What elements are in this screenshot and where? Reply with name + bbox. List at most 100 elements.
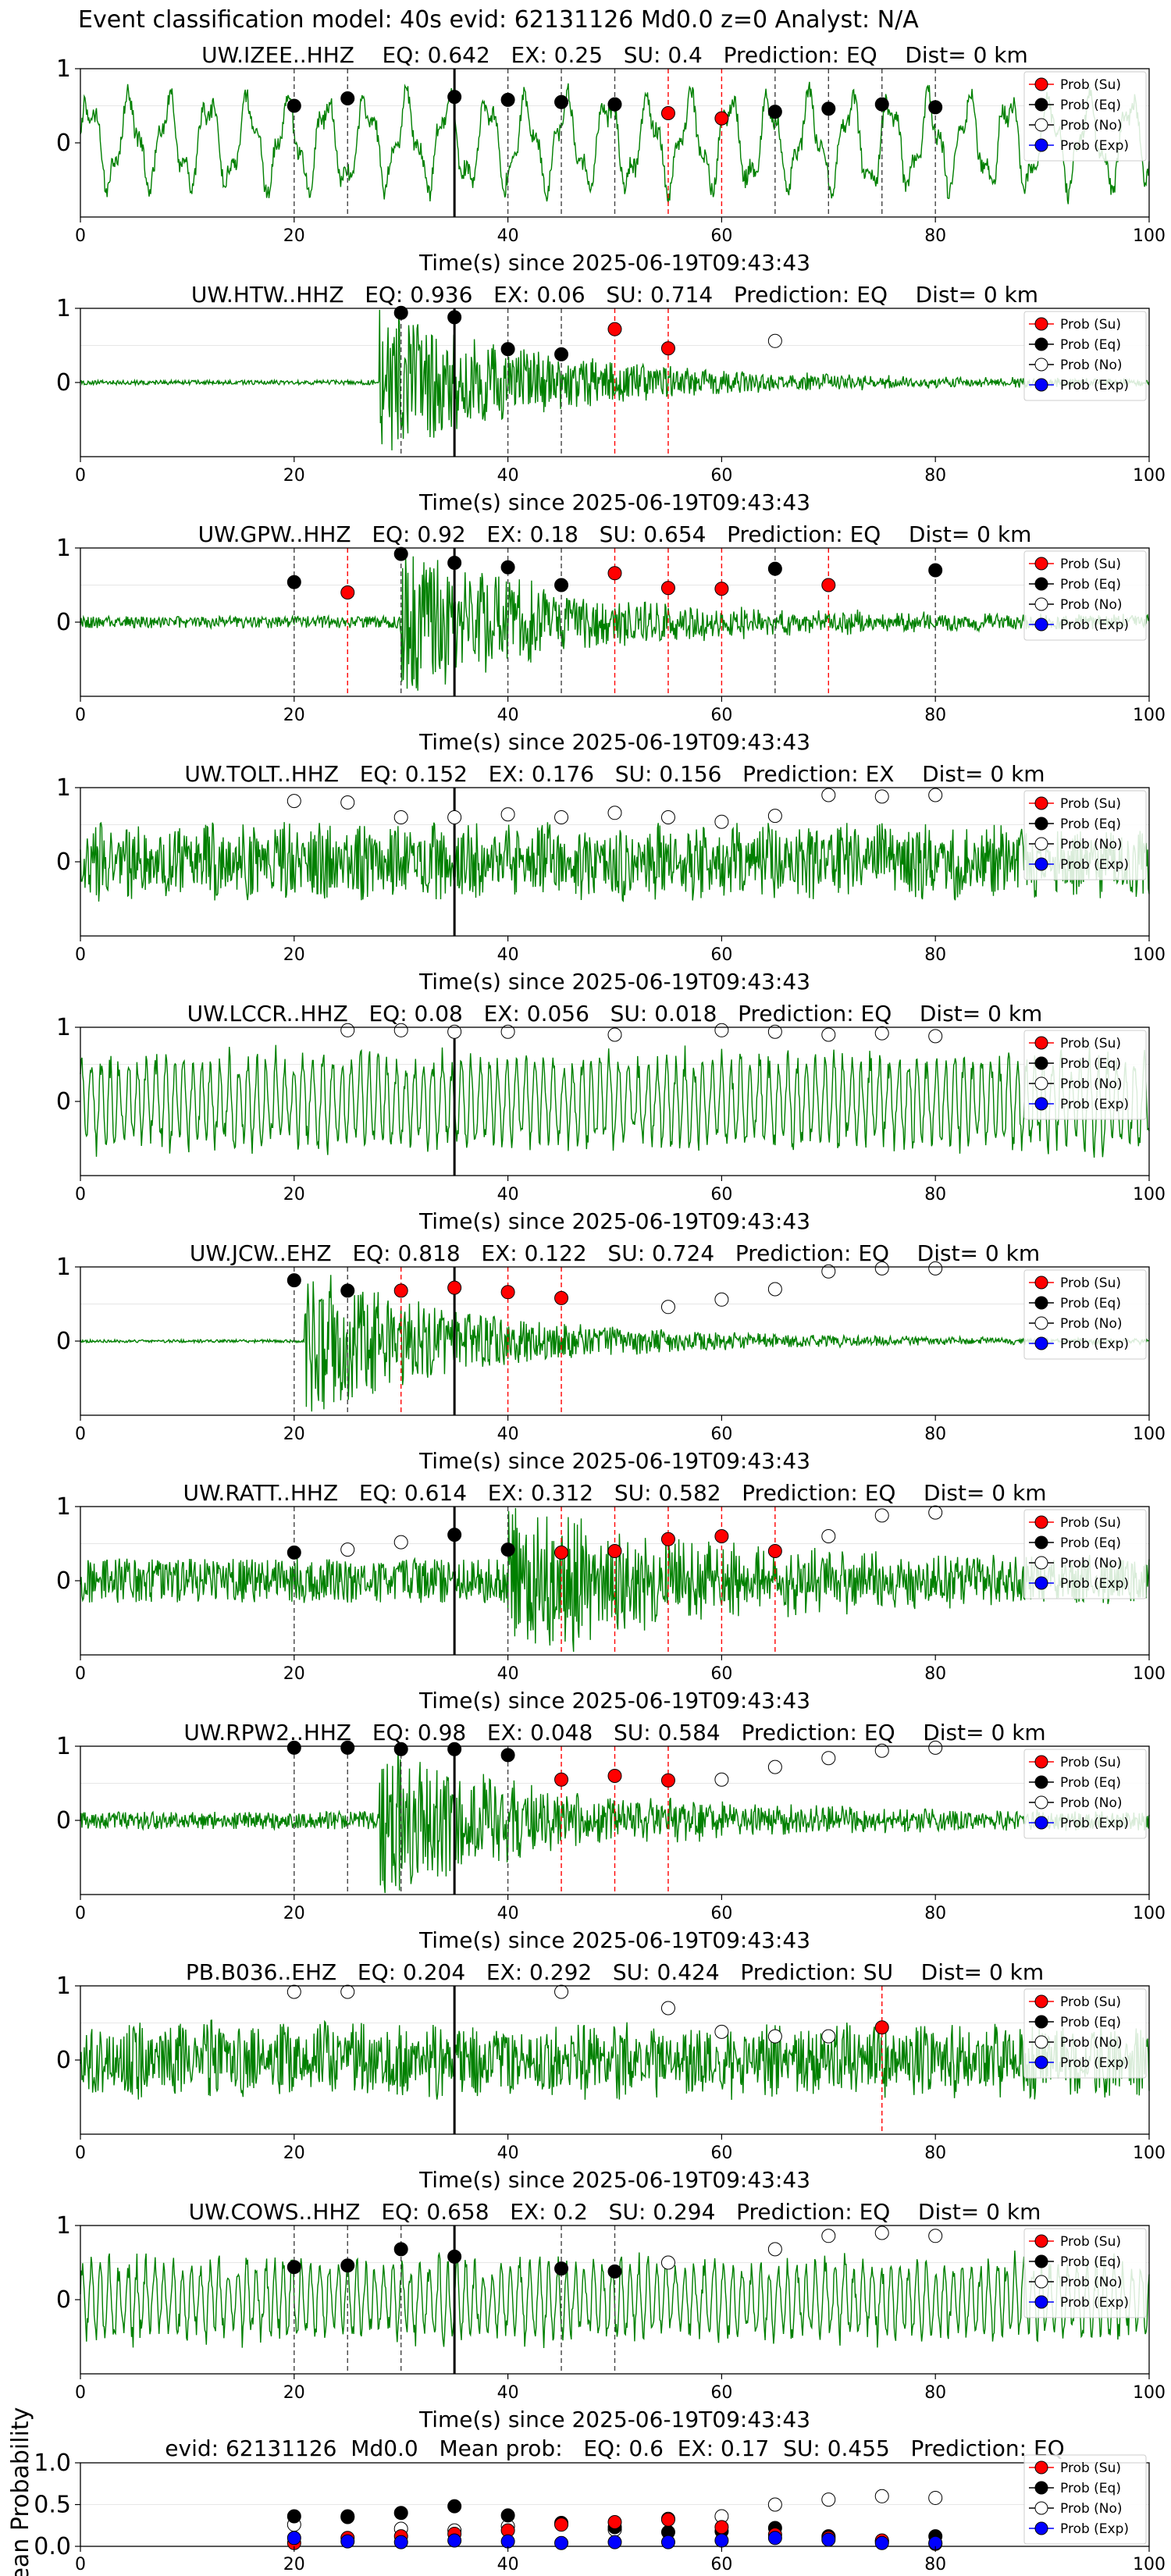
legend-box [1023, 2228, 1147, 2318]
eq-prob-marker [287, 2509, 301, 2524]
eq-prob-marker [287, 1545, 301, 1560]
legend-box [1023, 550, 1147, 641]
panel-9: PB.B036..EHZ EQ: 0.204 EX: 0.292 SU: 0.4… [56, 1959, 1166, 2193]
legend-label: Prob (Su) [1060, 1276, 1121, 1291]
su-prob-marker [660, 106, 675, 120]
exp-prob-marker [874, 2535, 889, 2550]
no-prob-marker [767, 2242, 782, 2257]
panel-4: UW.TOLT..HHZ EQ: 0.152 EX: 0.176 SU: 0.1… [56, 761, 1166, 994]
exp-prob-marker [287, 2531, 301, 2546]
legend-box [1023, 1749, 1147, 1839]
su-prob-marker [607, 322, 622, 336]
legend-8: Prob (Su) Prob (Eq) Prob (No) Prob (Exp) [1023, 1988, 1147, 2079]
panel-1: UW.IZEE..HHZ EQ: 0.642 EX: 0.25 SU: 0.4 … [56, 42, 1166, 276]
su-prob-marker [714, 2520, 729, 2535]
x-axis-label: Time(s) since 2025-06-19T09:43:43 [418, 489, 810, 515]
eq-prob-marker [447, 1742, 462, 1756]
x-tick-label: 40 [497, 706, 519, 725]
no-prob-marker [714, 1292, 729, 1307]
y-tick-label: 0 [56, 1328, 71, 1355]
legend-1: Prob (Su) Prob (Eq) Prob (No) Prob (Exp) [1023, 311, 1147, 401]
panel-5: UW.LCCR..HHZ EQ: 0.08 EX: 0.056 SU: 0.01… [56, 1001, 1166, 1234]
legend-3: Prob (Su) Prob (Eq) Prob (No) Prob (Exp) [1023, 790, 1147, 881]
x-tick-label: 60 [710, 466, 732, 486]
axes-frame [80, 308, 1150, 457]
x-tick-label: 0 [75, 2383, 86, 2403]
x-tick-label: 80 [924, 1185, 946, 1204]
eq-prob-marker [607, 97, 622, 112]
panel-title: UW.LCCR..HHZ EQ: 0.08 EX: 0.056 SU: 0.01… [187, 1001, 1043, 1026]
legend-marker [1034, 77, 1048, 91]
legend-label: Prob (Exp) [1060, 138, 1129, 154]
su-prob-marker [660, 1773, 675, 1788]
x-tick-label: 0 [75, 2555, 86, 2574]
x-tick-label: 60 [710, 2555, 732, 2574]
no-prob-marker [821, 2492, 836, 2507]
panel-2: UW.HTW..HHZ EQ: 0.936 EX: 0.06 SU: 0.714… [56, 282, 1166, 515]
x-tick-label: 100 [1133, 1664, 1166, 1684]
legend-label: Prob (Eq) [1060, 337, 1121, 353]
x-tick-label: 80 [924, 1664, 946, 1684]
x-tick-label: 100 [1133, 2555, 1166, 2574]
legend-7: Prob (Su) Prob (Eq) Prob (No) Prob (Exp) [1023, 1749, 1147, 1839]
no-prob-marker [500, 807, 515, 822]
waveform-trace [80, 821, 1150, 903]
x-tick-label: 60 [710, 226, 732, 246]
legend-label: Prob (Eq) [1060, 817, 1121, 832]
eq-prob-marker [447, 2249, 462, 2264]
no-prob-marker [767, 333, 782, 348]
legend-label: Prob (Exp) [1060, 2521, 1129, 2537]
legend-label: Prob (Su) [1060, 2460, 1121, 2476]
x-tick-label: 60 [710, 1664, 732, 1684]
x-tick-label: 40 [497, 2383, 519, 2403]
eq-prob-marker [393, 1742, 408, 1756]
y-axis-label: Mean Probability [7, 2407, 34, 2576]
eq-prob-marker [447, 2499, 462, 2514]
legend-label: Prob (Exp) [1060, 2295, 1129, 2311]
legend-label: Prob (Su) [1060, 2234, 1121, 2250]
x-tick-label: 100 [1133, 706, 1166, 725]
x-tick-label: 20 [283, 1664, 305, 1684]
y-tick-label: 0 [56, 609, 71, 636]
no-prob-marker [874, 1743, 889, 1758]
su-prob-marker [714, 111, 729, 126]
panel-6: UW.JCW..EHZ EQ: 0.818 EX: 0.122 SU: 0.72… [56, 1240, 1166, 1474]
legend-label: Prob (Exp) [1060, 2055, 1129, 2071]
eq-prob-marker [393, 2506, 408, 2521]
legend-marker [1034, 857, 1048, 871]
y-tick-label: 0 [56, 1088, 71, 1115]
no-prob-marker [287, 1984, 301, 1999]
panel-10: UW.COWS..HHZ EQ: 0.658 EX: 0.2 SU: 0.294… [56, 2199, 1166, 2432]
su-prob-marker [714, 582, 729, 596]
legend-marker [1034, 1076, 1048, 1091]
legend-marker [1034, 597, 1048, 611]
no-prob-marker [821, 1027, 836, 1042]
legend-label: Prob (Su) [1060, 77, 1121, 93]
legend-marker [1034, 2521, 1048, 2535]
legend-marker [1034, 1795, 1048, 1809]
eq-prob-marker [287, 1273, 301, 1288]
eq-prob-marker [340, 2510, 355, 2524]
exp-prob-marker [500, 2534, 515, 2549]
su-prob-marker [554, 2517, 569, 2532]
eq-prob-marker [500, 1748, 515, 1763]
legend-label: Prob (Exp) [1060, 378, 1129, 393]
no-prob-marker [607, 1027, 622, 1042]
legend-label: Prob (Su) [1060, 1994, 1121, 2010]
legend-marker [1034, 817, 1048, 831]
y-tick-label: 1.0 [34, 2450, 71, 2477]
x-tick-label: 40 [497, 1425, 519, 1444]
panel-3: UW.GPW..HHZ EQ: 0.92 EX: 0.18 SU: 0.654 … [56, 521, 1166, 755]
legend-marker [1034, 1535, 1048, 1550]
axes-frame [80, 1745, 1150, 1895]
panel-8: UW.RPW2..HHZ EQ: 0.98 EX: 0.048 SU: 0.58… [56, 1720, 1166, 1953]
legend-marker [1034, 378, 1048, 392]
x-tick-label: 20 [283, 1904, 305, 1923]
no-prob-marker [660, 2001, 675, 2016]
legend-label: Prob (Su) [1060, 557, 1121, 572]
legend-marker [1034, 2015, 1048, 2029]
mean-panel-title: evid: 62131126 Md0.0 Mean prob: EQ: 0.6 … [165, 2435, 1064, 2461]
x-tick-label: 100 [1133, 945, 1166, 965]
legend-2: Prob (Su) Prob (Eq) Prob (No) Prob (Exp) [1023, 550, 1147, 641]
eq-prob-marker [554, 578, 569, 592]
